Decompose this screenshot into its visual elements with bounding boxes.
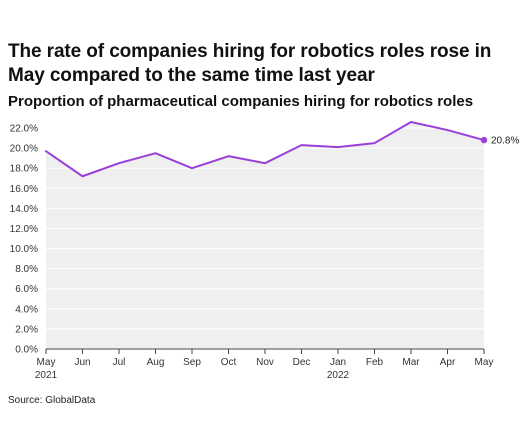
data-point xyxy=(264,162,266,164)
chart-title: The rate of companies hiring for robotic… xyxy=(8,41,492,86)
data-point xyxy=(410,121,412,123)
data-point xyxy=(82,175,84,177)
y-tick-label: 20.0% xyxy=(10,144,38,155)
y-tick-label: 14.0% xyxy=(10,204,38,215)
x-tick-label: May xyxy=(475,357,494,368)
area-fill xyxy=(46,122,484,349)
data-point xyxy=(45,150,47,152)
x-tick-label: Aug xyxy=(147,357,165,368)
data-point xyxy=(337,146,339,148)
y-tick-label: 2.0% xyxy=(15,324,38,335)
x-tick-label: Jan xyxy=(330,357,346,368)
chart-subtitle: Proportion of pharmaceutical companies h… xyxy=(8,93,474,110)
y-tick-label: 8.0% xyxy=(15,264,38,275)
source-note: Source: GlobalData xyxy=(8,395,96,406)
series-line xyxy=(45,121,485,178)
y-tick-label: 18.0% xyxy=(10,164,38,175)
data-point xyxy=(480,136,488,144)
y-tick-label: 12.0% xyxy=(10,224,38,235)
data-points xyxy=(45,121,488,177)
y-tick-label: 22.0% xyxy=(10,124,38,135)
y-tick-label: 10.0% xyxy=(10,244,38,255)
data-point xyxy=(301,144,303,146)
x-tick-label: Mar xyxy=(402,357,420,368)
x-tick-label: Nov xyxy=(256,357,274,368)
end-value-label: 20.8% xyxy=(491,136,519,147)
x-tick-label: Jul xyxy=(113,357,126,368)
x-tick-label: Jun xyxy=(74,357,90,368)
x-tick-label: Sep xyxy=(183,357,201,368)
y-tick-label: 16.0% xyxy=(10,184,38,195)
data-point xyxy=(191,167,193,169)
data-point xyxy=(118,162,120,164)
data-point xyxy=(155,152,157,154)
y-tick-label: 0.0% xyxy=(15,345,38,356)
x-axis: May 2021 Jun Jul Aug Sep Oct Nov Dec Jan 2022 Feb Ma… xyxy=(35,349,494,381)
data-point xyxy=(374,142,376,144)
y-tick-label: 6.0% xyxy=(15,284,38,295)
x-tick-label: May xyxy=(37,357,56,368)
x-tick-label: 2022 xyxy=(327,370,350,381)
gridlines xyxy=(46,127,484,330)
x-tick-label: Oct xyxy=(221,357,237,368)
x-tick-label: 2021 xyxy=(35,370,58,381)
x-tick-label: Dec xyxy=(293,357,311,368)
plot-area: 0.0% 2.0% 4.0% 6.0% 8.0% 10.0% 12.0% 14.0% 16.0%… xyxy=(10,121,519,381)
y-axis: 0.0% 2.0% 4.0% 6.0% 8.0% 10.0% 12.0% 14.0% 16.0%… xyxy=(10,124,38,356)
y-tick-label: 4.0% xyxy=(15,304,38,315)
x-tick-label: Feb xyxy=(366,357,384,368)
data-point xyxy=(447,129,449,131)
data-point xyxy=(228,155,230,157)
x-tick-label: Apr xyxy=(440,357,456,368)
